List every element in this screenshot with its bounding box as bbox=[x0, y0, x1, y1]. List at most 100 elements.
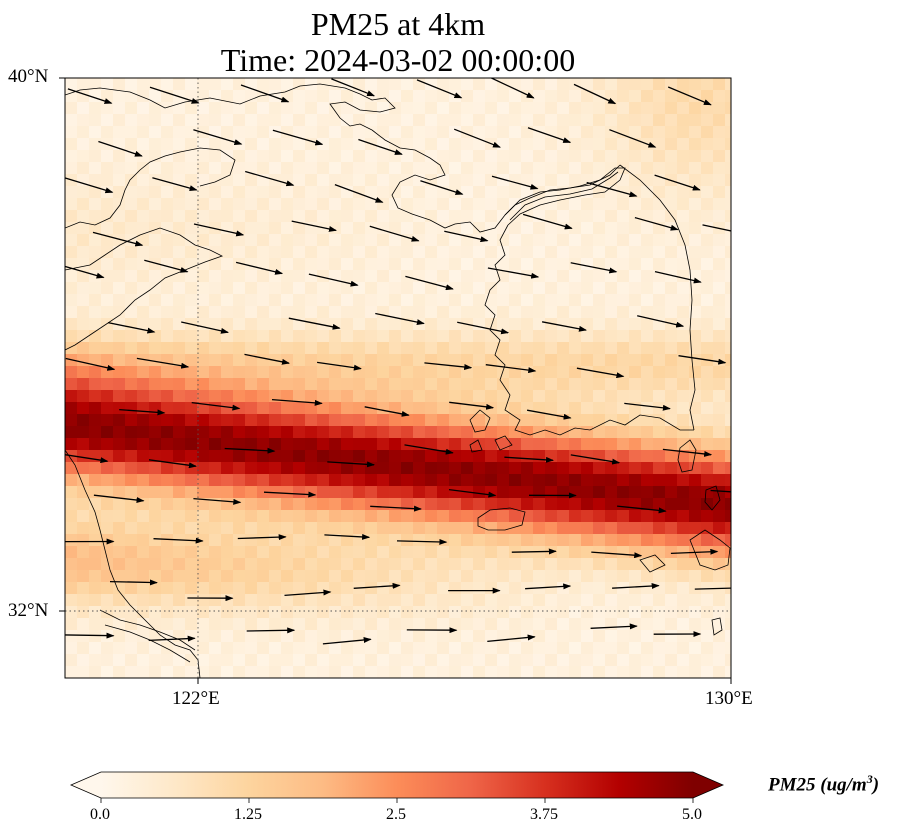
pm25-cell bbox=[569, 546, 582, 559]
pm25-cell bbox=[593, 354, 606, 367]
colorbar-tick-label-2: 2.5 bbox=[386, 806, 406, 823]
pm25-cell bbox=[89, 438, 102, 451]
pm25-cell bbox=[605, 390, 618, 403]
pm25-cell bbox=[545, 282, 558, 295]
pm25-cell bbox=[377, 234, 390, 247]
pm25-cell bbox=[185, 198, 198, 211]
pm25-cell bbox=[689, 426, 702, 439]
pm25-cell bbox=[461, 642, 474, 655]
wind-vector bbox=[65, 454, 109, 464]
pm25-cell bbox=[605, 654, 618, 667]
pm25-cell bbox=[305, 90, 318, 103]
pm25-cell bbox=[605, 630, 618, 643]
pm25-cell bbox=[389, 570, 402, 583]
pm25-cell bbox=[113, 294, 126, 307]
pm25-cell bbox=[533, 102, 546, 115]
pm25-cell bbox=[713, 318, 726, 331]
pm25-cell bbox=[509, 522, 522, 535]
pm25-cell bbox=[161, 510, 174, 523]
pm25-cell bbox=[209, 330, 222, 343]
pm25-cell bbox=[293, 558, 306, 571]
pm25-cell bbox=[77, 390, 90, 403]
pm25-cell bbox=[341, 618, 354, 631]
pm25-cell bbox=[509, 354, 522, 367]
pm25-cell bbox=[689, 342, 702, 355]
pm25-cell bbox=[545, 90, 558, 103]
pm25-cell bbox=[149, 234, 162, 247]
pm25-cell bbox=[497, 294, 510, 307]
pm25-cell bbox=[365, 426, 378, 439]
pm25-cell bbox=[257, 258, 270, 271]
pm25-cell bbox=[497, 126, 510, 139]
pm25-cell bbox=[173, 378, 186, 391]
pm25-cell bbox=[593, 606, 606, 619]
pm25-cell bbox=[233, 570, 246, 583]
pm25-cell bbox=[173, 510, 186, 523]
pm25-cell bbox=[653, 378, 666, 391]
pm25-cell bbox=[353, 450, 366, 463]
pm25-cell bbox=[245, 186, 258, 199]
pm25-cell bbox=[77, 102, 90, 115]
pm25-cell bbox=[377, 378, 390, 391]
pm25-cell bbox=[101, 402, 114, 415]
pm25-cell bbox=[449, 522, 462, 535]
pm25-cell bbox=[293, 246, 306, 259]
pm25-cell bbox=[197, 90, 210, 103]
pm25-cell bbox=[437, 102, 450, 115]
pm25-cell bbox=[677, 378, 690, 391]
pm25-cell bbox=[113, 474, 126, 487]
pm25-cell bbox=[389, 246, 402, 259]
pm25-cell bbox=[509, 498, 522, 511]
pm25-cell bbox=[437, 198, 450, 211]
pm25-cell bbox=[665, 414, 678, 427]
pm25-cell bbox=[461, 294, 474, 307]
pm25-cell bbox=[161, 474, 174, 487]
pm25-cell bbox=[149, 666, 162, 678]
pm25-cell bbox=[365, 474, 378, 487]
pm25-cell bbox=[593, 330, 606, 343]
pm25-cell bbox=[509, 426, 522, 439]
pm25-cell bbox=[521, 234, 534, 247]
pm25-cell bbox=[173, 174, 186, 187]
pm25-cell bbox=[689, 402, 702, 415]
pm25-cell bbox=[101, 330, 114, 343]
pm25-cell bbox=[281, 258, 294, 271]
pm25-cell bbox=[281, 462, 294, 475]
pm25-cell bbox=[353, 642, 366, 655]
pm25-cell bbox=[677, 594, 690, 607]
pm25-cell bbox=[605, 534, 618, 547]
wind-vector bbox=[370, 505, 422, 512]
pm25-cell bbox=[641, 114, 654, 127]
pm25-cell bbox=[677, 210, 690, 223]
pm25-cell bbox=[557, 234, 570, 247]
pm25-cell bbox=[677, 630, 690, 643]
pm25-cell bbox=[533, 222, 546, 235]
pm25-cell bbox=[329, 318, 342, 331]
pm25-cell bbox=[557, 102, 570, 115]
pm25-cell bbox=[365, 330, 378, 343]
pm25-cell bbox=[269, 90, 282, 103]
wind-vector bbox=[526, 409, 572, 420]
pm25-cell bbox=[581, 354, 594, 367]
pm25-cell bbox=[389, 558, 402, 571]
pm25-cell bbox=[533, 498, 546, 511]
pm25-cell bbox=[521, 534, 534, 547]
pm25-cell bbox=[593, 222, 606, 235]
pm25-cell bbox=[137, 102, 150, 115]
pm25-cell bbox=[197, 78, 210, 91]
pm25-cell bbox=[557, 666, 570, 678]
pm25-cell bbox=[329, 666, 342, 678]
pm25-cell bbox=[497, 222, 510, 235]
pm25-cell bbox=[377, 426, 390, 439]
pm25-cell bbox=[557, 390, 570, 403]
pm25-cell bbox=[605, 570, 618, 583]
colorbar bbox=[69, 771, 725, 803]
pm25-cell bbox=[317, 246, 330, 259]
pm25-cell bbox=[485, 654, 498, 667]
pm25-cell bbox=[713, 630, 726, 643]
pm25-cell bbox=[77, 582, 90, 595]
pm25-cell bbox=[617, 342, 630, 355]
pm25-cell bbox=[269, 342, 282, 355]
pm25-cell bbox=[689, 114, 702, 127]
pm25-cell bbox=[341, 450, 354, 463]
